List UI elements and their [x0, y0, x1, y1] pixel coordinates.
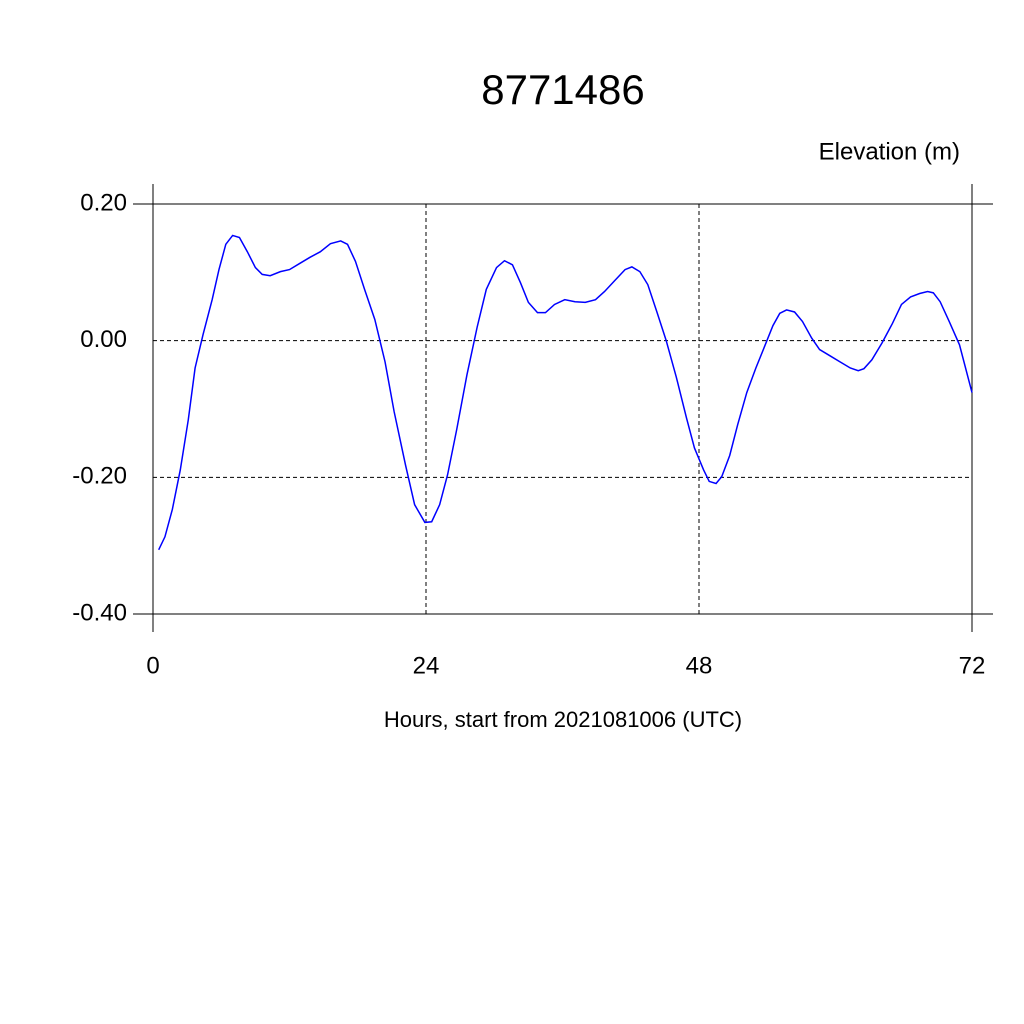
chart-subtitle: Elevation (m) [819, 138, 960, 165]
x-tick-label: 24 [413, 652, 440, 679]
x-tick-label: 0 [146, 652, 159, 679]
x-tick-label: 48 [686, 652, 713, 679]
chart-title: 8771486 [481, 66, 645, 113]
x-tick-label: 72 [959, 652, 986, 679]
y-tick-label: -0.20 [72, 463, 127, 490]
y-tick-label: -0.40 [72, 599, 127, 626]
data-line [158, 234, 973, 551]
x-axis-label: Hours, start from 2021081006 (UTC) [384, 707, 742, 732]
y-tick-label: 0.20 [80, 189, 127, 216]
y-tick-label: 0.00 [80, 326, 127, 353]
